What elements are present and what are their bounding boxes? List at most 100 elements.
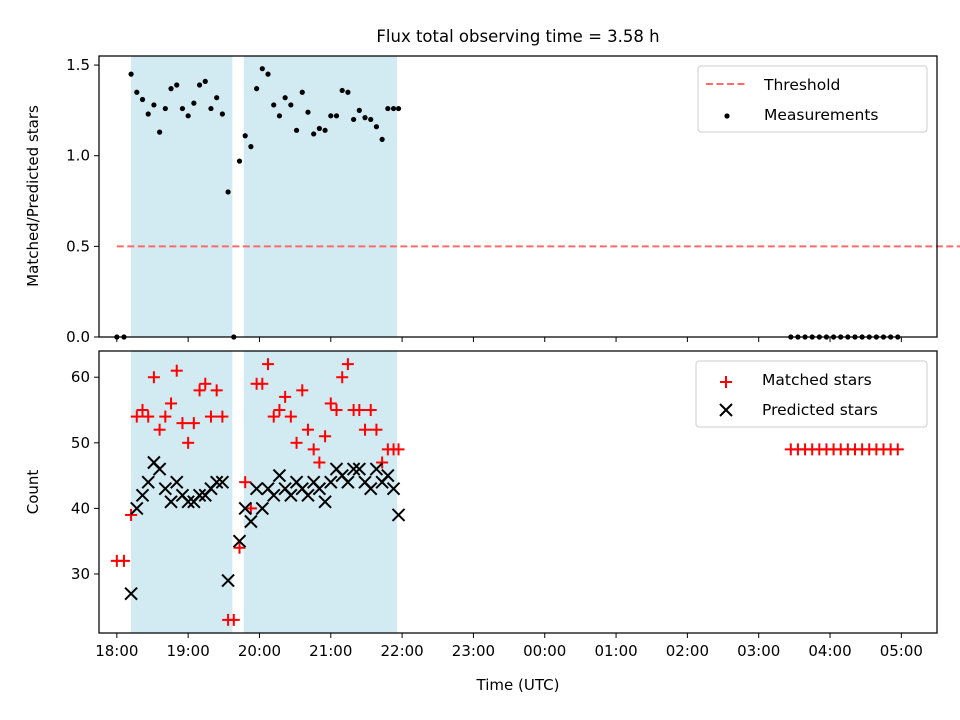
predicted-stars-point <box>238 501 252 516</box>
matched-stars-point <box>193 384 206 397</box>
matched-stars-point <box>330 404 343 417</box>
matched-stars-point <box>187 417 200 430</box>
matched-stars-point <box>262 358 275 371</box>
predicted-stars-point <box>152 462 167 476</box>
matched-stars-point <box>204 410 217 423</box>
measurements-point <box>333 113 340 119</box>
x-tick-label: 02:00 <box>666 642 709 660</box>
predicted-stars-point <box>164 495 178 509</box>
predicted-stars-point <box>209 475 224 489</box>
predicted-stars-series <box>124 455 406 601</box>
x-tick-label: 00:00 <box>523 642 566 660</box>
count-legend-box <box>695 360 928 428</box>
legend-matched-label: Matched stars <box>762 371 872 389</box>
ratio-panel: 0.0 0.5 1.0 1.5 Matched/Predicted stars Thr… <box>24 55 960 346</box>
matched-stars-point <box>891 443 904 456</box>
measurements-point <box>128 71 134 77</box>
measurements-point <box>276 113 283 119</box>
matched-stars-point <box>296 384 309 397</box>
matched-stars-point <box>279 390 292 403</box>
predicted-stars-point <box>158 482 173 496</box>
matched-stars-point <box>313 456 326 469</box>
x-tick-label: 01:00 <box>594 642 637 660</box>
matched-stars-point <box>376 456 389 469</box>
matched-stars-point <box>244 502 257 515</box>
matched-stars-point <box>290 436 303 449</box>
measurements-point <box>134 89 140 95</box>
ratio-legend-box <box>697 65 928 133</box>
measurements-series <box>114 66 901 340</box>
x-tick-label: 22:00 <box>380 642 423 660</box>
ratio-x-ticks <box>116 337 902 342</box>
predicted-stars-point <box>301 488 315 502</box>
measurements-point <box>362 115 368 121</box>
matched-stars-point <box>256 377 269 390</box>
matched-stars-point <box>336 371 349 384</box>
predicted-stars-point <box>255 501 270 516</box>
y-tick-label: 0.5 <box>66 237 90 255</box>
matched-stars-point <box>165 397 178 410</box>
matched-stars-point <box>147 371 160 384</box>
y-tick-label: 30 <box>71 565 90 583</box>
chart-title: Flux total observing time = 3.58 h <box>376 27 659 46</box>
measurements-point <box>139 96 146 103</box>
predicted-stars-point <box>352 462 367 476</box>
measurements-point <box>299 89 305 95</box>
predicted-stars-point <box>249 482 264 496</box>
measurements-point <box>322 127 328 133</box>
x-axis-label: Time (UTC) <box>476 676 560 694</box>
matched-stars-point <box>130 410 143 423</box>
measurements-point <box>311 131 317 137</box>
matched-stars-point <box>159 410 172 423</box>
matched-stars-point <box>341 358 354 371</box>
measurement-marks <box>114 66 901 340</box>
matched-stars-point <box>239 476 252 489</box>
matched-stars-point <box>227 613 240 626</box>
legend-predicted-label: Predicted stars <box>762 401 878 419</box>
legend-threshold-label: Threshold <box>763 76 840 94</box>
count-y-axis-label: Count <box>24 470 42 515</box>
matched-stars-point <box>170 364 183 377</box>
matched-stars-point <box>324 397 337 410</box>
matched-stars-point <box>216 410 229 423</box>
measurements-point <box>196 82 203 88</box>
x-tick-label: 21:00 <box>309 642 352 660</box>
measurements-point <box>379 136 385 142</box>
observing-window-shading <box>131 56 398 337</box>
count-x-ticks: 18:00 19:00 20:00 21:00 22:00 23:00 00:00 01:00… <box>95 633 923 660</box>
predicted-stars-point <box>141 475 155 489</box>
matched-stars-point <box>307 443 320 456</box>
matched-stars-point <box>117 554 130 567</box>
matched-stars-point <box>364 404 377 417</box>
predicted-stars-point <box>364 482 378 496</box>
measurements-point <box>385 105 391 112</box>
ratio-axes-frame <box>98 55 938 338</box>
matched-stars-point <box>273 404 286 417</box>
count-legend: Matched stars Predicted stars <box>695 360 928 428</box>
measurements-point <box>179 105 186 112</box>
predicted-stars-point <box>181 495 195 509</box>
measurements-point <box>242 133 248 139</box>
matched-stars-point <box>210 384 223 397</box>
matched-stars-point <box>199 377 212 390</box>
measurements-point <box>248 144 254 150</box>
count-axes-frame <box>98 350 938 634</box>
measurements-point <box>390 105 397 112</box>
matched-stars-point <box>301 423 314 436</box>
measurements-point <box>254 86 260 92</box>
measurements-point <box>145 111 151 117</box>
matched-stars-point <box>153 423 166 436</box>
predicted-stars-point <box>192 488 207 502</box>
y-tick-label: 1.5 <box>66 56 90 74</box>
legend-measurements-marker <box>724 113 730 119</box>
legend-predicted-marker <box>719 403 733 417</box>
matched-stars-point <box>182 436 195 449</box>
y-tick-label: 60 <box>71 368 90 386</box>
predicted-stars-point <box>312 482 327 496</box>
measurements-point <box>339 87 345 94</box>
predicted-stars-point <box>386 482 401 496</box>
measurements-point <box>214 95 220 101</box>
measurements-point <box>373 124 380 130</box>
predicted-stars-point <box>324 475 338 489</box>
